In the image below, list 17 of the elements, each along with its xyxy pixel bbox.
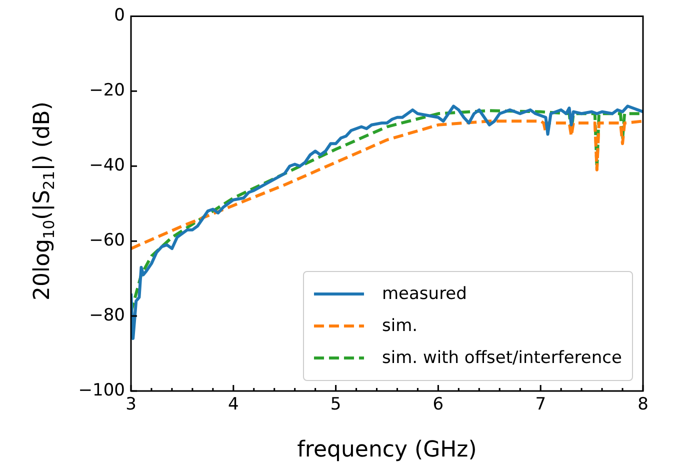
- legend-label: measured: [382, 284, 467, 304]
- x-tick-label: 4: [228, 394, 239, 415]
- x-axis-title: frequency (GHz): [297, 438, 477, 463]
- x-tick-label: 5: [330, 394, 342, 415]
- x-tick-label: 8: [638, 394, 648, 415]
- x-tick-label: 3: [126, 394, 136, 415]
- legend-label: sim.: [382, 316, 418, 336]
- line-series: [131, 120, 643, 250]
- y-tick-label: −80: [89, 305, 125, 326]
- y-tick-label: −40: [89, 156, 125, 176]
- y-tick-label: −20: [89, 80, 125, 101]
- x-tick-label: 6: [432, 394, 444, 415]
- y-tick-label: −100: [78, 380, 125, 400]
- y-tick-label: −60: [89, 230, 125, 250]
- legend-label: sim. with offset/interference: [382, 348, 622, 368]
- x-tick-label: 7: [535, 394, 546, 415]
- y-tick-label: 0: [114, 6, 125, 26]
